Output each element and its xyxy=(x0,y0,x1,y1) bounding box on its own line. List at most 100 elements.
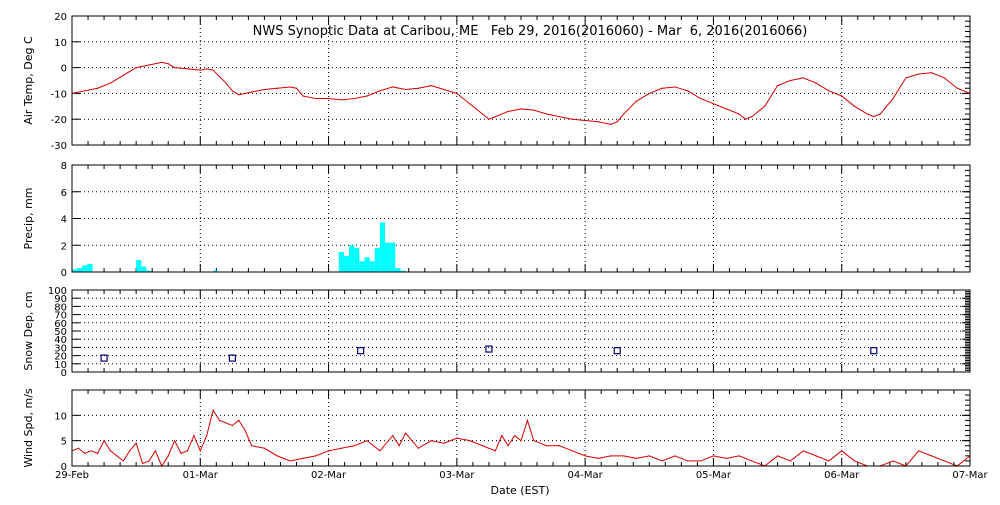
data-point xyxy=(199,69,201,71)
data-point xyxy=(366,95,368,97)
data-point xyxy=(494,116,496,118)
data-point xyxy=(853,460,856,462)
data-point xyxy=(558,116,561,118)
snow-depth-marker xyxy=(870,347,878,355)
precip-bar xyxy=(77,267,83,272)
data-point xyxy=(135,67,137,69)
snow-depth-marker xyxy=(228,354,236,362)
data-point xyxy=(815,82,817,84)
data-point xyxy=(802,77,804,79)
precip-bar xyxy=(364,257,370,272)
data-point xyxy=(700,460,702,462)
data-point xyxy=(231,424,233,427)
x-axis: 29-Feb 01-Mar 02-Mar 03-Mar 04-Mar 05-Mar 06-M… xyxy=(55,470,989,481)
data-point xyxy=(597,121,599,123)
data-point xyxy=(122,460,124,462)
series-line xyxy=(71,409,971,468)
data-point xyxy=(481,113,484,115)
data-point xyxy=(905,77,907,79)
data-point xyxy=(353,445,355,447)
data-point xyxy=(289,460,291,462)
data-point xyxy=(648,455,650,457)
y-tick-label: 60 xyxy=(54,319,67,330)
data-point xyxy=(116,455,118,457)
x-tick-label: 06-Mar xyxy=(824,470,860,481)
data-point xyxy=(501,435,503,437)
data-point xyxy=(558,445,561,447)
y-tick-label: 30 xyxy=(54,343,67,354)
data-point xyxy=(379,90,381,92)
data-point xyxy=(456,437,458,439)
data-point xyxy=(206,435,208,437)
x-tick-label: 03-Mar xyxy=(439,470,475,481)
data-point xyxy=(738,455,740,457)
data-point xyxy=(776,455,779,457)
data-point xyxy=(97,87,99,89)
data-point xyxy=(327,97,330,100)
data-point xyxy=(430,440,432,442)
y-tick-label: 100 xyxy=(48,286,67,297)
data-point xyxy=(866,113,868,115)
data-point xyxy=(956,87,958,89)
data-point xyxy=(494,450,496,452)
precip-bar xyxy=(343,255,350,272)
precip-bar xyxy=(213,270,219,272)
panel-4: 0 5 10 Wind Spd, m/s xyxy=(22,388,971,473)
panel-1: -30 -20 -10 0 10 20 Air Temp, Deg C xyxy=(22,12,971,152)
data-point xyxy=(417,87,419,89)
data-point xyxy=(841,450,843,452)
data-point xyxy=(513,435,516,437)
data-point xyxy=(244,429,246,432)
data-point xyxy=(456,92,458,94)
y-tick-label: 0 xyxy=(61,64,67,75)
precip-bar xyxy=(141,266,147,272)
snow-depth-marker xyxy=(613,347,621,355)
data-point xyxy=(199,450,201,452)
y-axis-title: Air Temp, Deg C xyxy=(22,36,35,125)
data-point xyxy=(340,447,342,449)
data-point xyxy=(841,95,843,97)
data-point xyxy=(873,116,875,118)
data-point xyxy=(218,419,221,421)
y-tick-label: 0 xyxy=(61,368,67,379)
data-point xyxy=(853,105,856,107)
precip-bar xyxy=(72,269,78,272)
y-tick-label: 40 xyxy=(54,335,67,346)
precip-bar xyxy=(374,247,380,272)
data-point xyxy=(315,455,317,457)
precip-bar xyxy=(395,267,401,272)
data-point xyxy=(161,61,163,64)
data-point xyxy=(327,450,330,452)
data-point xyxy=(751,116,753,118)
precip-bar xyxy=(349,245,355,272)
precip-bar xyxy=(136,259,142,272)
data-point xyxy=(712,103,715,105)
data-point xyxy=(892,460,894,462)
data-point xyxy=(526,419,529,421)
data-point xyxy=(533,440,535,442)
data-point xyxy=(174,67,176,69)
data-point xyxy=(109,450,112,452)
data-point xyxy=(892,97,894,100)
y-tick-label: -20 xyxy=(51,115,67,126)
y-tick-label: -10 xyxy=(51,89,67,100)
data-point xyxy=(398,445,400,447)
data-point xyxy=(918,450,920,452)
data-point xyxy=(546,445,548,447)
data-point xyxy=(571,450,573,452)
data-point xyxy=(776,85,779,87)
data-point xyxy=(340,99,342,101)
y-tick-label: 70 xyxy=(54,311,67,322)
data-point xyxy=(353,97,355,100)
data-point xyxy=(943,460,945,462)
x-tick-label: 04-Mar xyxy=(568,470,604,481)
precip-bar xyxy=(379,222,386,272)
data-point xyxy=(186,68,189,70)
data-point xyxy=(295,87,298,89)
precip-bar xyxy=(87,263,93,272)
data-point xyxy=(610,455,612,457)
data-point xyxy=(148,64,150,66)
chart-title: NWS Synoptic Data at Caribou, ME Feb 29,… xyxy=(253,24,808,39)
